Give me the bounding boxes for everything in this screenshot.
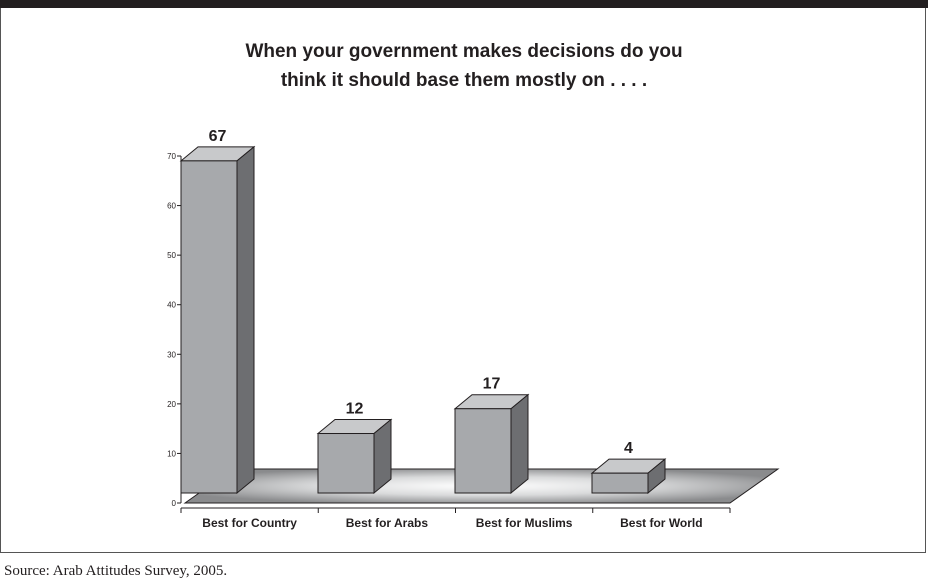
bar-front-face <box>454 408 512 494</box>
bar-side-face <box>236 145 255 495</box>
data-labels: 67 12 17 4 <box>209 128 633 457</box>
category-label-best-for-arabs: Best for Arabs <box>346 516 429 530</box>
y-axis-ticks: 0 10 20 30 40 50 60 70 <box>167 152 181 508</box>
category-label-best-for-country: Best for Country <box>202 516 297 530</box>
y-tick-label: 60 <box>167 202 176 211</box>
y-tick-label: 40 <box>167 301 176 310</box>
bar-side-face <box>510 393 529 495</box>
data-label-best-for-country: 67 <box>209 128 227 145</box>
y-tick-label: 0 <box>172 499 177 508</box>
bar-best-for-muslims <box>453 393 530 495</box>
chart-title-line-2: think it should base them mostly on . . … <box>281 70 647 91</box>
bar-front-face <box>591 472 649 494</box>
data-label-best-for-arabs: 12 <box>346 401 364 418</box>
data-label-best-for-muslims: 17 <box>483 376 501 393</box>
source-note: Source: Arab Attitudes Survey, 2005. <box>4 563 228 579</box>
bars <box>179 145 667 495</box>
bar-front-face <box>180 160 238 494</box>
bar-chart: When your government makes decisions do … <box>167 41 780 530</box>
y-tick-label: 50 <box>167 251 176 260</box>
y-tick-label: 20 <box>167 400 176 409</box>
top-bar <box>0 0 928 8</box>
y-tick-label: 30 <box>167 350 176 359</box>
category-label-best-for-world: Best for World <box>620 516 702 530</box>
category-labels: Best for Country Best for Arabs Best for… <box>202 516 702 530</box>
y-tick-label: 70 <box>167 152 176 161</box>
chart-title-line-1: When your government makes decisions do … <box>245 41 682 62</box>
y-tick-label: 10 <box>167 449 176 458</box>
bar-front-face <box>317 433 375 494</box>
bar-best-for-world <box>590 458 667 495</box>
x-axis-ticks <box>180 508 731 513</box>
chart-frame <box>0 8 926 553</box>
bar-best-for-arabs <box>316 418 393 495</box>
data-label-best-for-world: 4 <box>624 440 633 457</box>
bar-best-for-country <box>179 145 256 495</box>
category-label-best-for-muslims: Best for Muslims <box>476 516 573 530</box>
